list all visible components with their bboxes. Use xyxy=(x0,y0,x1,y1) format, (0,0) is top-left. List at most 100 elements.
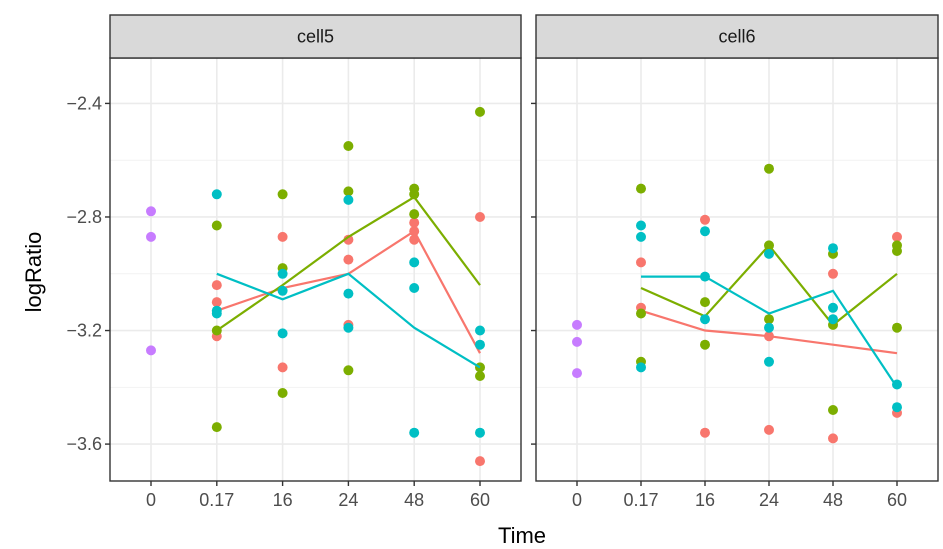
facet-strip-label: cell6 xyxy=(718,27,755,47)
data-point xyxy=(277,285,288,296)
data-point xyxy=(277,189,288,200)
data-point xyxy=(892,379,902,390)
panel-cell5: cell5 0 0.17 16 24 48 60 −2.4 −2.8 −3.2 −3.6 xyxy=(66,14,522,510)
x-tick-label: 24 xyxy=(338,490,358,510)
x-tick-label: 16 xyxy=(695,490,715,510)
data-point xyxy=(636,362,646,373)
data-point xyxy=(764,163,774,174)
series-line xyxy=(216,272,481,369)
data-point xyxy=(343,141,354,151)
data-point xyxy=(343,234,354,245)
data-point xyxy=(572,336,582,347)
data-point xyxy=(828,268,838,279)
data-point xyxy=(277,231,288,242)
data-point xyxy=(409,189,420,200)
panel-background xyxy=(110,58,521,481)
data-point xyxy=(700,297,710,308)
x-tick-label: 60 xyxy=(887,490,907,510)
data-point xyxy=(892,322,902,333)
data-point xyxy=(636,183,646,194)
data-point xyxy=(343,254,354,265)
data-point xyxy=(211,297,222,308)
data-point xyxy=(409,257,420,268)
data-point xyxy=(475,427,485,438)
data-point xyxy=(764,314,774,325)
data-point xyxy=(146,345,156,356)
data-point xyxy=(409,234,420,245)
panels-layer: cell5 0 0.17 16 24 48 60 −2.4 −2.8 −3.2 −3.6 cell6 0… xyxy=(66,14,939,510)
data-point xyxy=(764,240,774,251)
y-tick-label: −3.2 xyxy=(66,321,102,341)
panel-cell6: cell6 0 0.17 16 24 48 60 xyxy=(531,14,939,510)
data-point xyxy=(892,231,902,242)
data-point xyxy=(892,402,902,413)
data-point xyxy=(764,356,774,367)
data-point xyxy=(409,217,420,228)
data-point xyxy=(636,257,646,268)
data-point xyxy=(828,302,838,313)
data-point xyxy=(277,268,288,279)
x-tick-label: 48 xyxy=(823,490,843,510)
data-point xyxy=(211,422,222,433)
y-axis-title: logRatio xyxy=(21,232,46,313)
data-point xyxy=(475,325,485,336)
data-point xyxy=(828,314,838,325)
data-point xyxy=(700,427,710,438)
x-tick-label: 0.17 xyxy=(623,490,658,510)
data-point xyxy=(636,220,646,231)
data-point xyxy=(700,339,710,350)
data-point xyxy=(475,371,485,381)
series-line xyxy=(641,275,898,388)
data-point xyxy=(475,339,485,350)
data-point xyxy=(475,106,485,117)
data-point xyxy=(764,322,774,333)
data-point xyxy=(572,319,582,330)
y-tick-label: −2.8 xyxy=(66,207,102,227)
x-tick-label: 16 xyxy=(273,490,293,510)
data-point xyxy=(636,231,646,242)
y-tick-label: −3.6 xyxy=(66,434,102,454)
data-point xyxy=(211,280,222,291)
data-point xyxy=(828,405,838,415)
x-tick-label: 48 xyxy=(404,490,424,510)
data-point xyxy=(211,325,222,336)
x-tick-label: 60 xyxy=(470,490,490,510)
data-point xyxy=(343,194,354,205)
facet-strip xyxy=(535,14,939,59)
x-tick-label: 0.17 xyxy=(199,490,234,510)
facet-strip xyxy=(109,14,522,59)
data-point xyxy=(409,427,420,438)
data-point xyxy=(211,189,222,200)
data-point xyxy=(343,288,354,299)
series-line xyxy=(216,195,481,332)
data-point xyxy=(892,246,902,256)
data-point xyxy=(764,331,774,342)
data-point xyxy=(343,186,354,197)
data-point xyxy=(409,283,420,293)
data-point xyxy=(409,209,420,220)
data-point xyxy=(475,456,485,467)
data-point xyxy=(475,212,485,222)
data-point xyxy=(764,248,774,259)
data-point xyxy=(700,314,710,325)
x-tick-label: 0 xyxy=(146,490,156,510)
data-point xyxy=(700,214,710,225)
data-point xyxy=(700,226,710,237)
data-point xyxy=(636,308,646,319)
facet-strip-label: cell5 xyxy=(297,27,334,47)
x-axis-title: Time xyxy=(498,523,546,548)
data-point xyxy=(409,226,420,237)
data-point xyxy=(764,424,774,435)
panel-background xyxy=(536,58,938,481)
data-point xyxy=(828,433,838,444)
data-point xyxy=(277,328,288,339)
data-point xyxy=(828,243,838,254)
data-point xyxy=(572,368,582,379)
data-point xyxy=(277,362,288,373)
x-tick-label: 24 xyxy=(759,490,779,510)
data-point xyxy=(211,308,222,319)
data-point xyxy=(277,388,288,398)
data-point xyxy=(146,231,156,242)
data-point xyxy=(343,322,354,333)
